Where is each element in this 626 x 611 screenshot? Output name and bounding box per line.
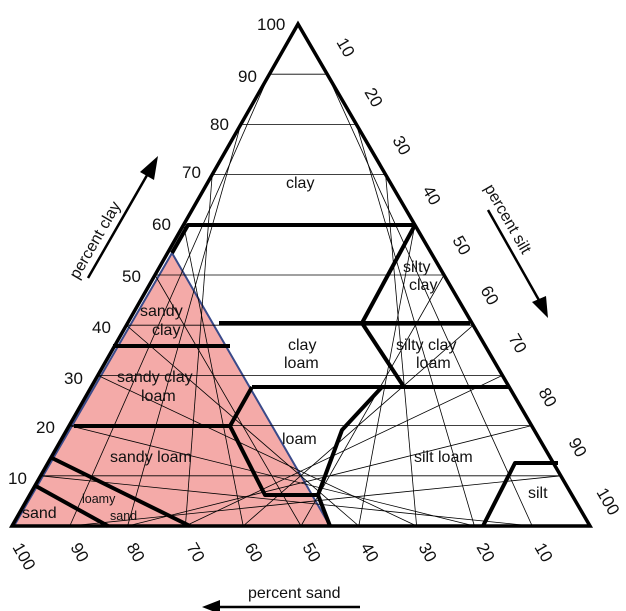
sand-tick-10: 10 [531,540,557,566]
sand-tick-70: 70 [183,540,209,566]
sand-tick-90: 90 [67,540,93,566]
zone-silty-clay-label-1: silty [403,259,431,276]
clay-tick-100: 100 [257,15,285,34]
zone-silt-loam-label: silt loam [414,449,473,466]
clay-axis-ticks: 100 90 80 70 60 50 40 30 20 10 [8,15,285,488]
zone-sand-label: sand [22,505,57,522]
sand-tick-80: 80 [123,540,149,566]
grid-line-sand [358,224,416,527]
zone-silty-clay-label-2: clay [409,277,437,294]
boundary-loam-silt-loam [316,385,384,496]
clay-axis-arrow-icon [86,156,158,279]
sand-tick-20: 20 [473,540,499,566]
zone-sandy-clay-loam-label-1: sandy clay [117,369,193,386]
grid-line-silt [154,274,302,527]
zone-loamy-sand-label-2: sand [110,509,137,523]
zone-sandy-loam-label: sandy loam [110,449,192,466]
clay-tick-30: 30 [64,369,83,388]
sand-axis-arrow-icon [202,600,360,611]
silt-tick-20: 20 [361,85,387,111]
grid-line-sand [385,174,417,527]
zone-loamy-sand-label-1: loamy [82,492,116,506]
sand-tick-30: 30 [415,540,441,566]
triangle-outline [8,20,594,528]
zone-silty-clay-loam-label-2: loam [416,355,451,372]
sand-tick-40: 40 [357,540,383,566]
silt-axis-ticks: 10 20 30 40 50 60 70 80 90 100 [333,35,624,519]
zone-silt-label: silt [528,485,548,502]
sand-axis-title: percent sand [248,585,341,602]
silt-tick-50: 50 [449,233,475,259]
clay-tick-80: 80 [210,115,229,134]
boundary-sandy-clay-loam-right [228,386,332,527]
clay-axis-title: percent clay [67,199,125,282]
silt-tick-10: 10 [333,35,359,61]
sand-tick-50: 50 [299,540,325,566]
silt-tick-60: 60 [477,283,503,309]
grid-line-sand [326,74,533,527]
sand-axis-ticks: 100 90 80 70 60 50 40 30 20 10 [9,540,557,574]
clay-tick-40: 40 [92,318,111,337]
zone-sandy-clay-loam-label-2: loam [141,388,176,405]
boundary-sand-top [33,483,109,528]
sand-tick-60: 60 [241,540,267,566]
grid-line-silt [97,375,417,527]
clay-tick-50: 50 [122,267,141,286]
boundary-loamy-sand-top [51,456,191,528]
clay-tick-70: 70 [182,163,201,182]
zone-sandy-clay-label-2: clay [152,322,180,339]
zone-clay-label: clay [286,175,314,192]
zone-clay-loam-label-1: clay [288,337,316,354]
silt-tick-70: 70 [505,331,531,357]
silt-tick-90: 90 [565,435,591,461]
boundary-silty-clay-loam-left [360,321,406,389]
clay-tick-10: 10 [8,469,27,488]
silt-tick-80: 80 [535,385,561,411]
silt-tick-40: 40 [419,183,445,209]
grid-line-sand [356,124,475,527]
class-boundaries [33,223,558,528]
grid-line-silt [40,475,533,527]
zone-loam-label: loam [282,431,317,448]
silt-tick-30: 30 [389,133,415,159]
silt-tick-100: 100 [593,485,624,519]
boundary-clay-bottom [170,223,415,254]
silt-axis-arrow-icon [486,209,548,318]
boundary-silty-clay-left [360,224,417,324]
clay-tick-60: 60 [152,215,171,234]
grid-line-silt [69,425,475,527]
zone-clay-loam-label-2: loam [284,355,319,372]
sand-tick-100: 100 [9,540,40,574]
texture-class-labels: clay silty clay sandy clay clay loam sil… [22,175,548,523]
clay-tick-20: 20 [36,418,55,437]
zone-sandy-clay-label-1: sandy [140,303,183,320]
grid-line-sand [300,274,445,527]
zone-silty-clay-loam-label-1: silty clay [396,337,456,354]
clay-tick-90: 90 [238,67,257,86]
boundary-silt [481,461,558,527]
